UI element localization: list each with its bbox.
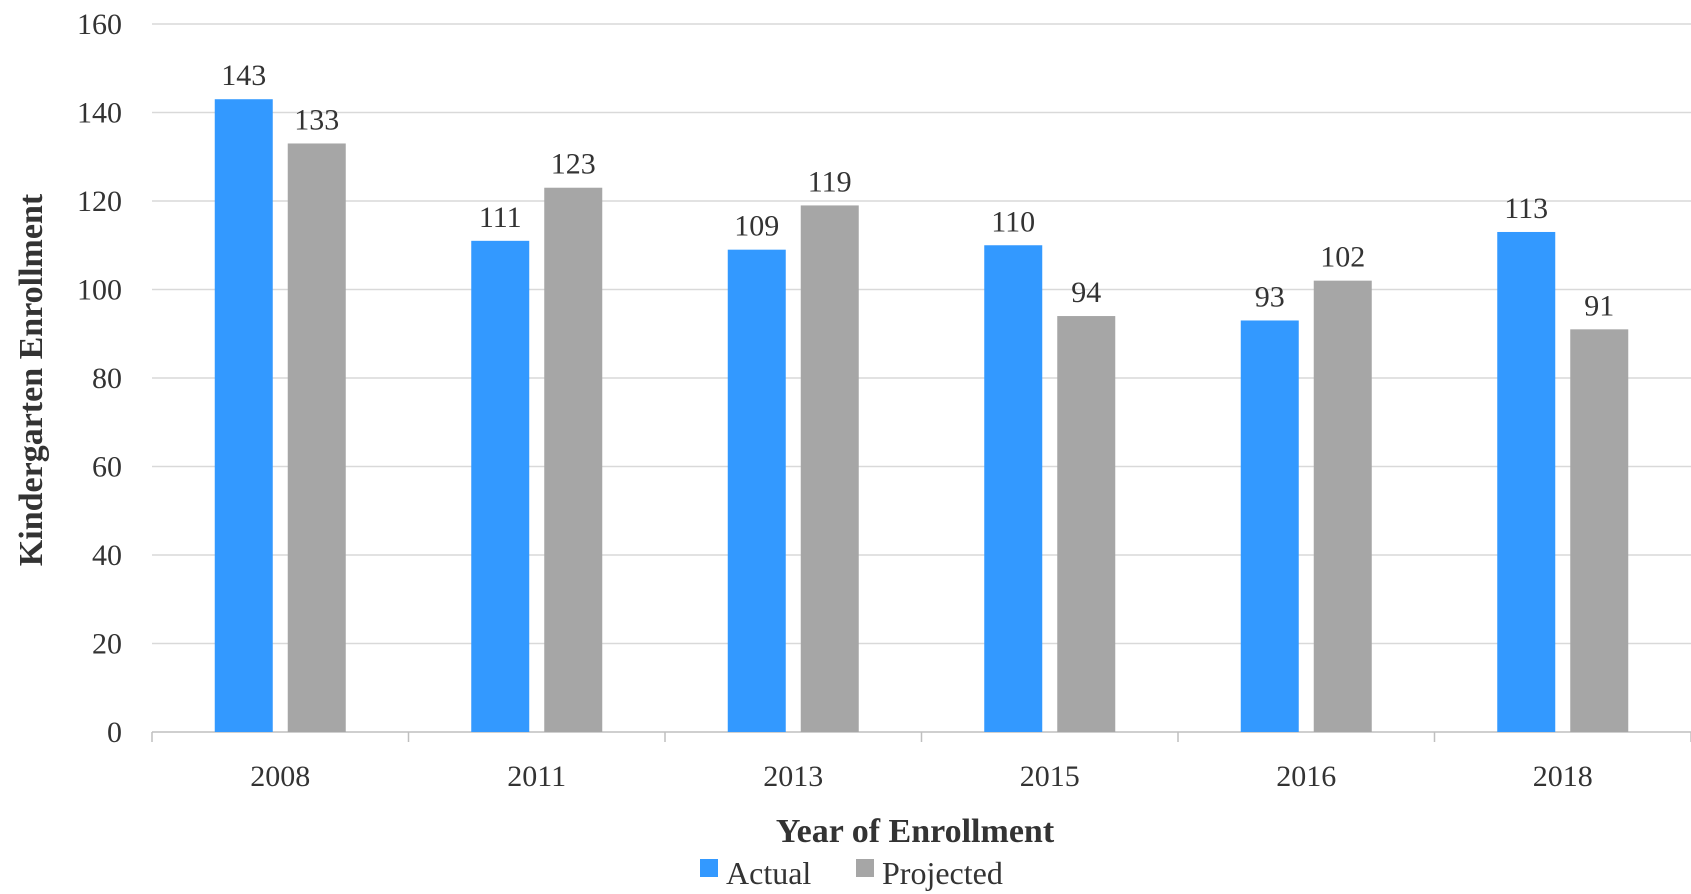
x-tick-label-2016: 2016: [1276, 760, 1336, 793]
x-tick-label-2008: 2008: [250, 760, 310, 793]
bar-projected-2015: [1057, 316, 1115, 732]
data-label-projected-2008: 133: [294, 103, 339, 136]
bar-actual-2016: [1241, 320, 1299, 732]
x-tick-label-2015: 2015: [1020, 760, 1080, 793]
y-axis-ticks: 0 20 40 60 80 100 120 140 160: [77, 8, 122, 749]
bar-projected-2008: [288, 143, 346, 732]
bar-actual-2008: [215, 99, 273, 732]
data-label-actual-2013: 109: [734, 210, 779, 243]
y-tick-label: 160: [77, 8, 122, 41]
data-label-actual-2011: 111: [479, 201, 522, 234]
bar-actual-2015: [984, 245, 1042, 732]
data-label-projected-2018: 91: [1584, 289, 1614, 322]
x-tick-label-2018: 2018: [1533, 760, 1593, 793]
y-tick-label: 80: [92, 362, 122, 395]
y-tick-label: 60: [92, 451, 122, 484]
y-tick-label: 140: [77, 97, 122, 130]
y-tick-label: 100: [77, 274, 122, 307]
x-tick-label-2011: 2011: [507, 760, 566, 793]
legend-label-actual: Actual: [726, 855, 811, 891]
y-tick-label: 120: [77, 185, 122, 218]
legend-swatch-actual: [700, 859, 718, 877]
data-label-projected-2015: 94: [1071, 276, 1101, 309]
bar-projected-2011: [544, 188, 602, 732]
y-axis-title: Kindergarten Enrollment: [13, 193, 50, 566]
y-tick-label: 20: [92, 628, 122, 661]
x-axis-ticks: 2008 2011 2013 2015 2016 2018: [250, 760, 1593, 793]
data-label-projected-2013: 119: [808, 165, 852, 198]
bar-actual-2013: [728, 250, 786, 732]
bar-projected-2016: [1314, 281, 1372, 732]
bar-projected-2013: [801, 205, 859, 732]
y-tick-label: 0: [107, 716, 122, 749]
gridlines: [152, 24, 1691, 742]
data-label-actual-2018: 113: [1504, 192, 1548, 225]
bar-projected-2018: [1570, 329, 1628, 732]
legend-swatch-projected: [856, 859, 874, 877]
data-label-actual-2008: 143: [221, 59, 266, 92]
x-axis-title: Year of Enrollment: [776, 813, 1055, 850]
data-label-actual-2015: 110: [991, 205, 1035, 238]
bar-actual-2011: [471, 241, 529, 732]
data-labels: 143 133 111 123 109 119 110 94 93 102 113 91: [221, 59, 1614, 322]
legend: Actual Projected: [700, 855, 1003, 891]
data-label-projected-2016: 102: [1320, 241, 1365, 274]
x-tick-label-2013: 2013: [763, 760, 823, 793]
bars: [215, 99, 1629, 732]
bar-actual-2018: [1497, 232, 1555, 732]
legend-label-projected: Projected: [882, 855, 1003, 891]
data-label-projected-2011: 123: [551, 148, 596, 181]
data-label-actual-2016: 93: [1255, 280, 1285, 313]
y-tick-label: 40: [92, 539, 122, 572]
